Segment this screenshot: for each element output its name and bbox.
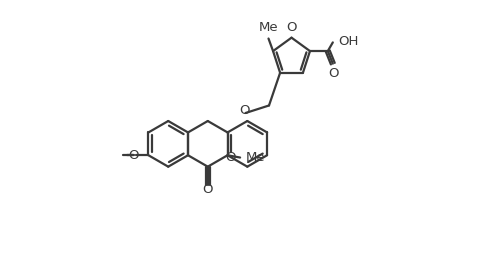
Text: Me: Me: [259, 21, 278, 34]
Text: OH: OH: [338, 35, 359, 48]
Text: O: O: [203, 183, 213, 196]
Text: O: O: [328, 67, 338, 80]
Text: Me: Me: [246, 151, 265, 164]
Text: O: O: [239, 104, 250, 117]
Text: O: O: [128, 149, 138, 162]
Text: O: O: [225, 151, 236, 164]
Text: O: O: [286, 21, 297, 34]
